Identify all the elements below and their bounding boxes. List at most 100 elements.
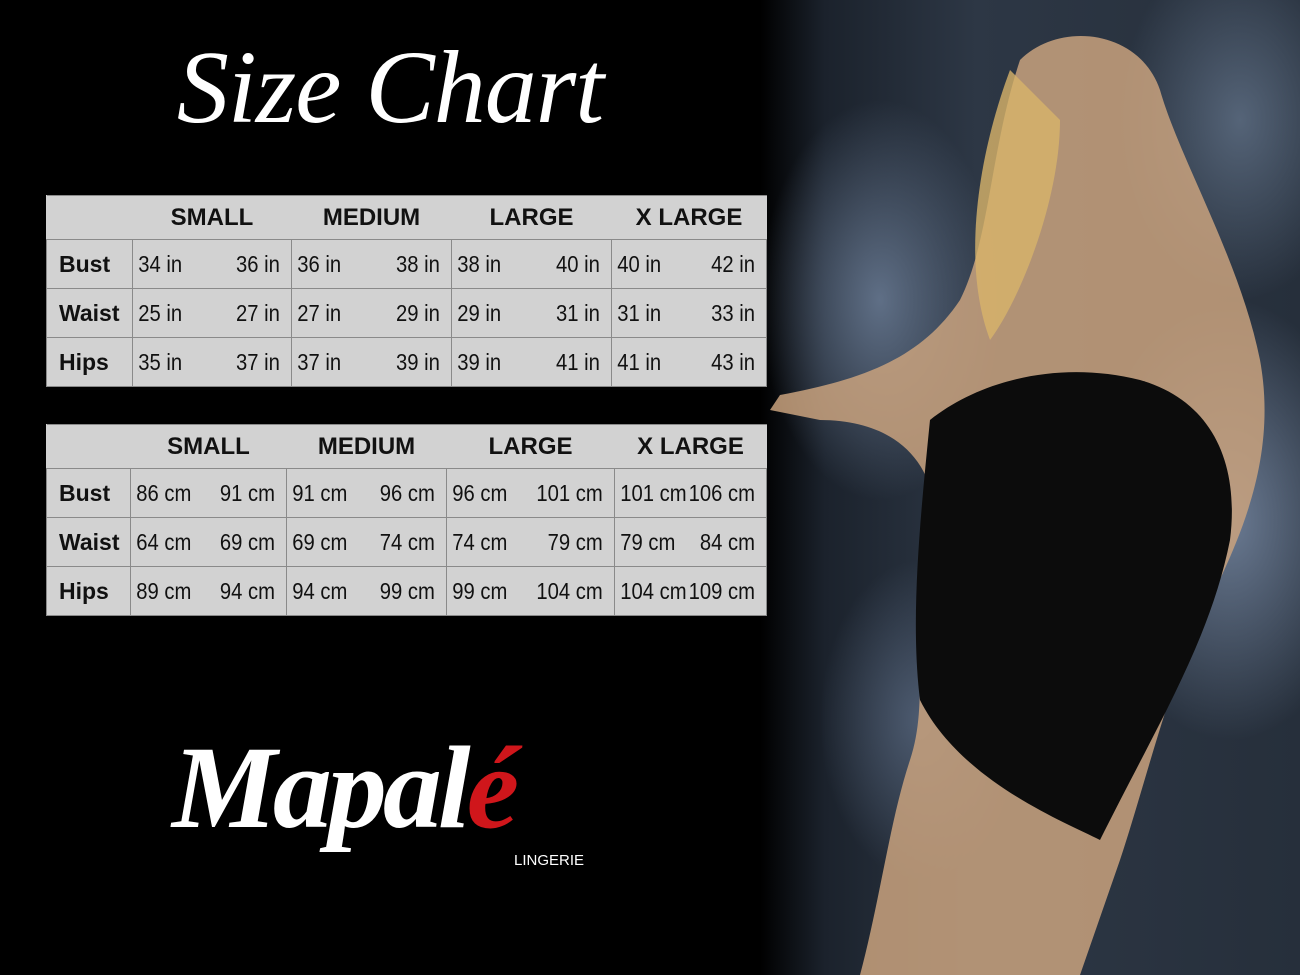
- header-row: SMALL MEDIUM LARGE X LARGE: [46, 195, 767, 240]
- min-value: 31 in: [617, 299, 662, 326]
- size-header: X LARGE: [614, 424, 767, 469]
- min-value: 74 cm: [452, 528, 508, 555]
- size-table-cm: SMALL MEDIUM LARGE X LARGE Bust 86 cm 91 cm 91 …: [46, 424, 767, 616]
- size-cell: 35 in 37 in: [132, 337, 292, 387]
- max-value: 74 cm: [379, 528, 435, 555]
- model-photo: [760, 0, 1300, 975]
- size-cell: 31 in 33 in: [611, 288, 767, 338]
- max-value: 109 cm: [688, 577, 756, 604]
- size-cell: 29 in 31 in: [451, 288, 612, 338]
- max-value: 41 in: [556, 348, 600, 375]
- min-value: 69 cm: [292, 528, 348, 555]
- min-value: 36 in: [297, 250, 342, 277]
- min-value: 64 cm: [136, 528, 192, 555]
- size-cell: 89 cm 94 cm: [130, 566, 287, 616]
- max-value: 104 cm: [536, 577, 603, 604]
- row-label: Hips: [46, 566, 131, 616]
- size-cell: 79 cm 84 cm: [614, 517, 767, 567]
- table-row: Hips 89 cm 94 cm 94 cm 99 cm 99 cm 104 cm 104 c…: [46, 566, 767, 616]
- size-cell: 96 cm 101 cm: [446, 468, 615, 518]
- min-value: 101 cm: [620, 479, 687, 506]
- max-value: 96 cm: [379, 479, 435, 506]
- min-value: 38 in: [457, 250, 502, 277]
- min-value: 29 in: [457, 299, 502, 326]
- row-label: Hips: [46, 337, 133, 387]
- page-title: Size Chart: [176, 30, 604, 145]
- empty-header: [46, 195, 133, 240]
- size-cell: 34 in 36 in: [132, 239, 292, 289]
- size-cell: 38 in 40 in: [451, 239, 612, 289]
- min-value: 79 cm: [620, 528, 676, 555]
- size-header: LARGE: [446, 424, 615, 469]
- row-label: Waist: [46, 517, 131, 567]
- min-value: 35 in: [138, 348, 183, 375]
- min-value: 94 cm: [292, 577, 348, 604]
- row-label: Bust: [46, 468, 131, 518]
- empty-header: [46, 424, 131, 469]
- max-value: 37 in: [236, 348, 280, 375]
- size-header: SMALL: [130, 424, 287, 469]
- min-value: 25 in: [138, 299, 183, 326]
- size-cell: 27 in 29 in: [291, 288, 452, 338]
- min-value: 86 cm: [136, 479, 192, 506]
- size-cell: 69 cm 74 cm: [286, 517, 447, 567]
- max-value: 101 cm: [536, 479, 603, 506]
- size-cell: 40 in 42 in: [611, 239, 767, 289]
- max-value: 94 cm: [219, 577, 275, 604]
- table-row: Waist 64 cm 69 cm 69 cm 74 cm 74 cm 79 cm 79 cm…: [46, 517, 767, 567]
- table-row: Bust 86 cm 91 cm 91 cm 96 cm 96 cm 101 cm 101 c…: [46, 468, 767, 518]
- max-value: 69 cm: [219, 528, 275, 555]
- size-table-inches: SMALL MEDIUM LARGE X LARGE Bust 34 in 36 in 36 …: [46, 195, 767, 387]
- min-value: 34 in: [138, 250, 183, 277]
- size-cell: 94 cm 99 cm: [286, 566, 447, 616]
- min-value: 99 cm: [452, 577, 508, 604]
- min-value: 89 cm: [136, 577, 192, 604]
- min-value: 91 cm: [292, 479, 348, 506]
- size-cell: 25 in 27 in: [132, 288, 292, 338]
- logo-accent: é: [466, 722, 519, 853]
- size-cell: 64 cm 69 cm: [130, 517, 287, 567]
- row-label: Waist: [46, 288, 133, 338]
- size-cell: 74 cm 79 cm: [446, 517, 615, 567]
- max-value: 91 cm: [219, 479, 275, 506]
- model-silhouette: [770, 36, 1265, 975]
- table-row: Hips 35 in 37 in 37 in 39 in 39 in 41 in 41 in 4…: [46, 337, 767, 387]
- max-value: 84 cm: [699, 528, 756, 555]
- max-value: 106 cm: [688, 479, 756, 506]
- row-label: Bust: [46, 239, 133, 289]
- max-value: 36 in: [236, 250, 280, 277]
- min-value: 96 cm: [452, 479, 508, 506]
- logo-subtitle: LINGERIE: [514, 852, 585, 869]
- min-value: 37 in: [297, 348, 342, 375]
- max-value: 40 in: [556, 250, 600, 277]
- table-row: Bust 34 in 36 in 36 in 38 in 38 in 40 in 40 in 4…: [46, 239, 767, 289]
- size-header: LARGE: [451, 195, 612, 240]
- min-value: 27 in: [297, 299, 342, 326]
- size-cell: 104 cm 109 cm: [614, 566, 767, 616]
- size-header: MEDIUM: [291, 195, 452, 240]
- max-value: 42 in: [711, 250, 755, 277]
- brand-logo: Mapalé LINGERIE: [172, 720, 622, 880]
- max-value: 43 in: [711, 348, 755, 375]
- size-cell: 36 in 38 in: [291, 239, 452, 289]
- max-value: 39 in: [396, 348, 440, 375]
- size-cell: 86 cm 91 cm: [130, 468, 287, 518]
- max-value: 27 in: [236, 299, 280, 326]
- min-value: 40 in: [617, 250, 662, 277]
- header-row: SMALL MEDIUM LARGE X LARGE: [46, 424, 767, 469]
- max-value: 31 in: [556, 299, 600, 326]
- size-cell: 41 in 43 in: [611, 337, 767, 387]
- max-value: 38 in: [396, 250, 440, 277]
- size-cell: 101 cm 106 cm: [614, 468, 767, 518]
- size-cell: 39 in 41 in: [451, 337, 612, 387]
- min-value: 104 cm: [620, 577, 687, 604]
- size-header: X LARGE: [611, 195, 767, 240]
- size-cell: 37 in 39 in: [291, 337, 452, 387]
- max-value: 33 in: [711, 299, 755, 326]
- min-value: 39 in: [457, 348, 502, 375]
- table-row: Waist 25 in 27 in 27 in 29 in 29 in 31 in 31 in…: [46, 288, 767, 338]
- min-value: 41 in: [617, 348, 662, 375]
- size-header: SMALL: [132, 195, 292, 240]
- max-value: 99 cm: [379, 577, 435, 604]
- logo-text: Mapal: [172, 722, 471, 853]
